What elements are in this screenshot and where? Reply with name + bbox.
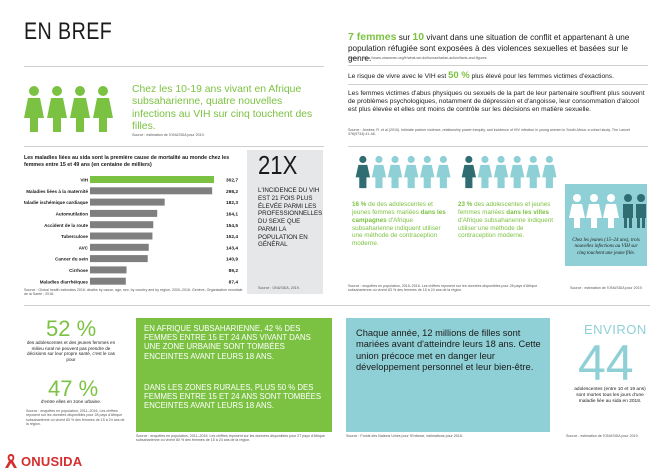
chart-category-label: AVC (79, 245, 89, 250)
mortality-bar-chart: VIH 302,7 Maladies liées à la maternité 298… (24, 176, 239, 285)
young-infections-text: Chez les jeunes (15–24 ans), trois nouve… (572, 238, 640, 256)
environ-label: ENVIRON (584, 322, 647, 337)
divider (24, 305, 650, 306)
woman-figure-icon (493, 155, 509, 189)
chart-category-label: Maladies liées à la maternité (26, 189, 88, 194)
young-infections-box (565, 184, 647, 266)
woman-figure-icon (461, 155, 476, 189)
chart-bar (90, 198, 165, 206)
chart-bar (90, 266, 127, 274)
chart-category-label: Accident de la route (44, 223, 88, 228)
source-note: Source : enquêtes en population, 2015–20… (348, 284, 538, 293)
marriage-text: Chaque année, 12 millions de filles sont… (356, 328, 541, 372)
source-note: Source : Fonds des Nations Unies pour l'… (346, 434, 463, 438)
abuse-stat: Les femmes victimes d'abus physiques ou … (348, 90, 645, 114)
source-note: Source : enquêtes en population, 2011–20… (136, 434, 325, 443)
chart-value-label: 152,4 (226, 234, 238, 240)
onusida-logo: ONUSIDA (4, 452, 82, 470)
woman-figure-icon (526, 155, 541, 189)
source-note: Source : ONUSIDA, 2019. (258, 286, 300, 290)
girls-1019-stat: Chez les 10-19 ans vivant en Afrique sub… (132, 84, 313, 133)
chart-bar (90, 243, 149, 251)
young-figures-icon (569, 194, 646, 228)
refugees-stat: 7 femmes sur 10 vivant dans une situatio… (348, 31, 630, 64)
chart-category-label: Cirrhose (69, 268, 88, 273)
girls-figures-icon (24, 86, 113, 132)
divider (348, 84, 648, 85)
pregnancy-urban-text: EN AFRIQUE SUBSAHARIENNE, 42 % DES FEMME… (144, 324, 311, 361)
chart-bar (90, 187, 213, 195)
woman-figure-icon (371, 155, 387, 189)
stat-21x-text: L'INCIDENCE DU VIH EST 21 FOIS PLUS ÉLEV… (258, 187, 323, 249)
page-title: EN BREF (24, 18, 113, 45)
woman-figure-icon (420, 155, 435, 189)
divider (348, 146, 648, 147)
urban-contraception-stat: 23 % des adolescentes et jeunes femmes m… (458, 201, 554, 240)
stat-21x-box (247, 150, 323, 294)
source-note: Source : estimation de l'ONUSIDA pour 20… (566, 434, 639, 438)
chart-value-label: 154,5 (226, 223, 238, 229)
rural-decision-percent: 52 % (46, 316, 97, 341)
chart-title: Les maladies liées au sida sont la premi… (24, 155, 230, 168)
chart-value-label: 140,9 (226, 257, 238, 263)
refugees-count: 7 femmes (348, 31, 397, 43)
woman-figure-icon (404, 155, 419, 189)
rural-decision-text: des adolescentes et des jeunes femmes en… (26, 340, 116, 363)
woman-figure-icon (387, 155, 403, 189)
source-note: Source : estimation de l'ONUSIDA pour 20… (132, 133, 205, 137)
chart-bar (90, 221, 154, 229)
pregnancy-rural-text: DANS LES ZONES RURALES, PLUS 50 % DES FE… (144, 383, 322, 411)
pregnancy-box (136, 318, 332, 432)
urban-decision-text: d'entre elles en zone urbaine. (40, 399, 102, 404)
woman-figure-icon (436, 155, 451, 189)
woman-figure-icon (542, 155, 557, 189)
chart-category-label: Automutilation (56, 212, 89, 217)
women-figures-icon (355, 155, 451, 189)
chart-bar (90, 176, 214, 183)
chart-bar (90, 232, 153, 240)
chart-value-label: 298,2 (226, 189, 238, 195)
deaths-text: adolescentes (entre 10 et 19 ans) sont m… (574, 387, 646, 404)
chart-bar (90, 277, 126, 285)
woman-figure-icon (477, 155, 493, 189)
divider (24, 66, 324, 67)
divider (24, 146, 324, 147)
chart-bar (90, 255, 148, 263)
chart-value-label: 302,7 (226, 178, 238, 184)
source-note: Source : Global health estimates 2016: d… (24, 288, 243, 297)
ribbon-icon (5, 454, 17, 468)
woman-figure-icon (510, 155, 525, 189)
rural-contraception-stat: 16 % de des adolescentes et jeunes femme… (352, 201, 446, 248)
chart-value-label: 143,4 (226, 245, 238, 251)
chart-category-label: Tuberculose (61, 234, 88, 239)
divider (348, 65, 648, 66)
urban-decision-percent: 47 % (48, 376, 99, 401)
chart-value-label: 87,4 (229, 279, 239, 285)
source-note: Source : https://www.unwomen.org/fr/what… (348, 56, 487, 60)
women-figures-icon (461, 155, 557, 189)
chart-value-label: 182,3 (226, 200, 238, 206)
logo-text: ONUSIDA (21, 453, 83, 469)
chart-category-label: Maladies diarrhéiques (40, 279, 89, 284)
deaths-number: 44 (578, 335, 634, 391)
risk-percent: 50 % (448, 70, 470, 81)
marriage-box (346, 318, 550, 432)
chart-category-label: Cancer du sein (55, 257, 88, 262)
chart-category-label: VIH (80, 178, 88, 183)
chart-value-label: 89,2 (229, 268, 239, 274)
risk-stat: Le risque de vivre avec le VIH est 50 % … (348, 70, 614, 81)
chart-category-label: Maladie ischémique cardiaque (24, 200, 88, 205)
refugees-total: 10 (412, 31, 425, 43)
source-note: Source : enquêtes en population, 2011–20… (26, 409, 125, 427)
source-note: Source : Jewkes, R. et al (2010). Intima… (348, 128, 630, 137)
woman-figure-icon (355, 155, 370, 189)
chart-value-label: 164,1 (226, 212, 238, 218)
source-note: Source : estimation de l'ONUSIDA pour 20… (570, 286, 643, 290)
chart-bar (90, 209, 158, 217)
stat-21x-number: 21X (258, 150, 298, 180)
